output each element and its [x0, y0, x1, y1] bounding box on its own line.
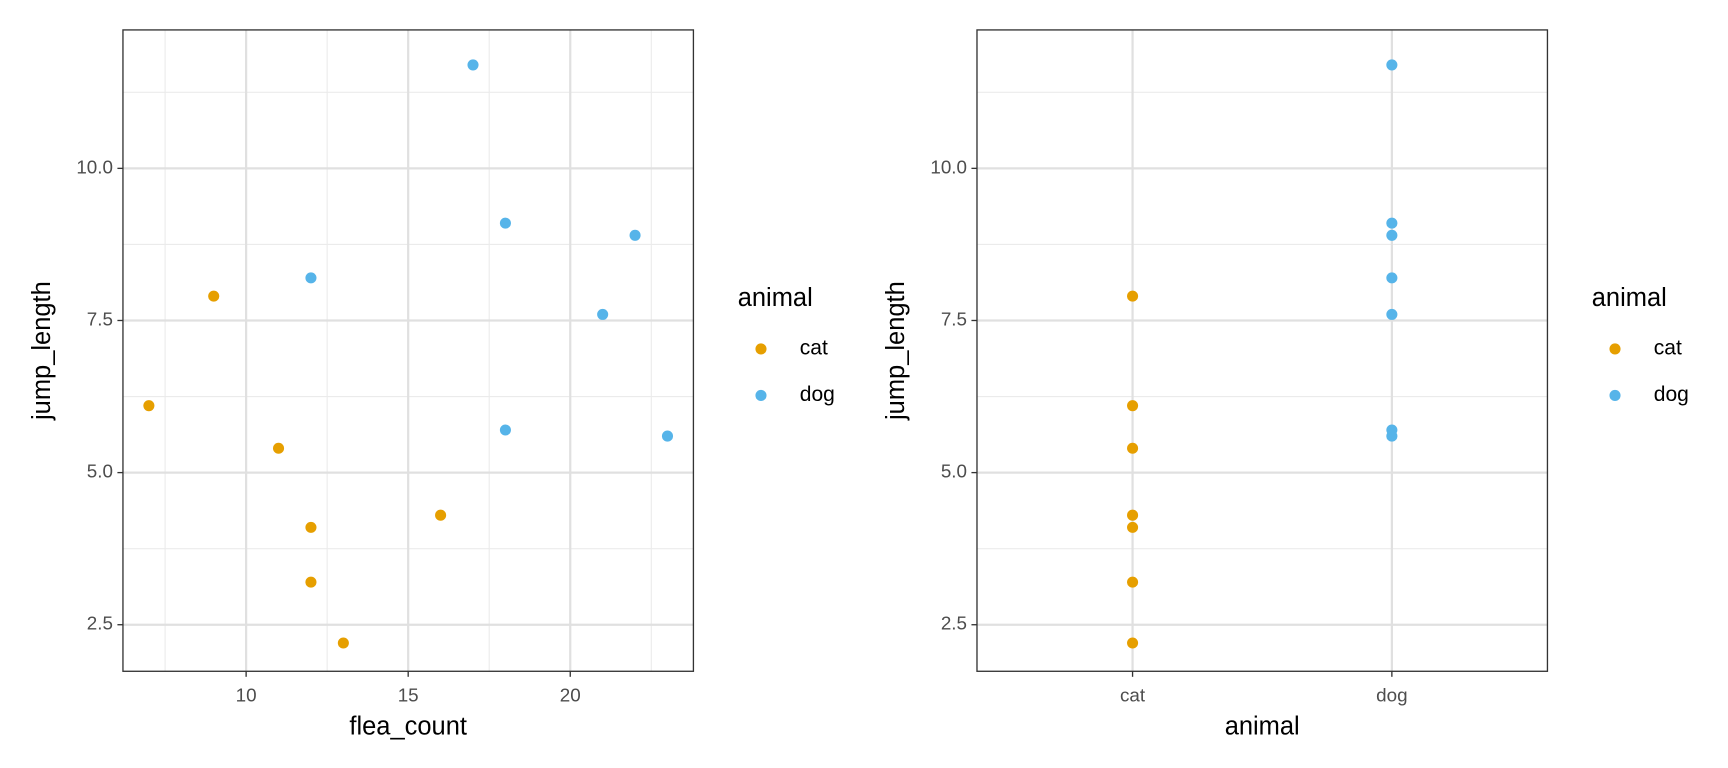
- legend-title: animal: [738, 284, 813, 312]
- point: [305, 576, 317, 588]
- y-tick-label: 5.0: [941, 461, 967, 482]
- y-axis-title: jump_length: [28, 281, 56, 421]
- point: [1127, 442, 1139, 454]
- point: [661, 430, 674, 442]
- legend-title: animal: [1592, 284, 1667, 312]
- y-tick-label: 5.0: [87, 461, 113, 482]
- legend-key: [1609, 389, 1621, 402]
- x-tick-label: 10: [236, 685, 257, 706]
- point: [1127, 509, 1139, 521]
- legend-key: [755, 343, 767, 355]
- point: [1386, 59, 1398, 71]
- legend-label: dog: [1654, 383, 1689, 406]
- point: [305, 272, 317, 284]
- point: [143, 400, 155, 412]
- point: [305, 521, 317, 533]
- point: [629, 229, 641, 241]
- panel-border: [122, 29, 695, 672]
- point: [1127, 637, 1139, 649]
- point: [337, 637, 349, 649]
- x-axis-title: flea_count: [349, 713, 467, 741]
- panel-border: [976, 29, 1549, 672]
- legend-label: cat: [800, 337, 828, 360]
- point: [1127, 576, 1139, 588]
- legend-label: cat: [1654, 337, 1682, 360]
- point: [1127, 290, 1139, 302]
- y-tick-label: 2.5: [87, 613, 113, 634]
- point: [272, 442, 285, 454]
- point: [597, 308, 609, 320]
- point: [467, 59, 479, 71]
- point: [1386, 217, 1398, 229]
- point: [435, 509, 447, 521]
- y-tick-label: 7.5: [87, 308, 113, 329]
- point: [1127, 521, 1139, 533]
- point: [1386, 229, 1398, 241]
- y-tick-label: 2.5: [941, 613, 967, 634]
- y-tick-label: 10.0: [76, 156, 113, 177]
- legend-key: [755, 389, 767, 402]
- x-tick-label: 20: [560, 685, 581, 706]
- point: [1386, 308, 1398, 320]
- point: [1386, 272, 1398, 284]
- y-axis-title: jump_length: [882, 281, 910, 421]
- point: [1127, 400, 1139, 412]
- x-tick-label: dog: [1376, 685, 1407, 706]
- point: [208, 290, 220, 302]
- x-tick-label: 15: [398, 685, 419, 706]
- y-tick-label: 7.5: [941, 308, 967, 329]
- x-tick-label: cat: [1120, 685, 1146, 706]
- legend-label: dog: [800, 383, 835, 406]
- x-axis-title: animal: [1225, 713, 1300, 741]
- y-tick-label: 10.0: [930, 156, 967, 177]
- legend-key: [1609, 343, 1621, 355]
- point: [499, 217, 511, 229]
- point: [499, 424, 511, 436]
- point: [1386, 430, 1398, 442]
